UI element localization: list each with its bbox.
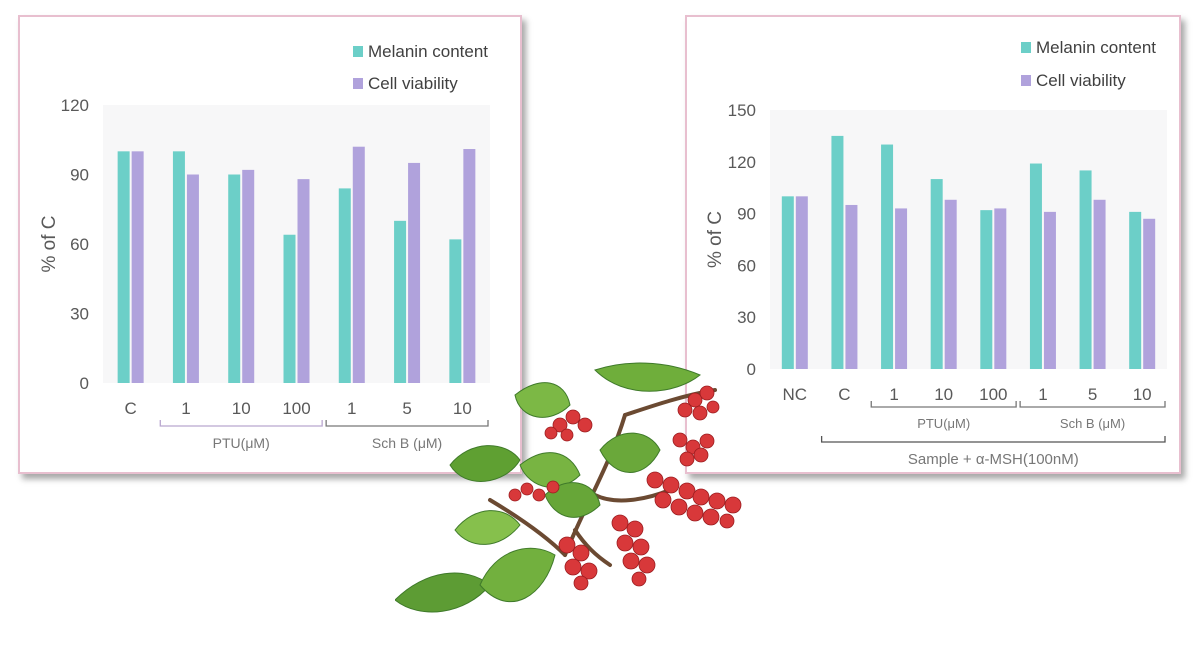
group-bracket-label: Sch B (μM)	[372, 435, 442, 451]
bar-melanin	[1129, 211, 1142, 369]
x-tick-label: 10	[1133, 385, 1152, 404]
y-tick-label: 90	[70, 166, 89, 185]
x-tick-label: C	[125, 399, 137, 418]
legend-label-viability: Cell viability	[368, 74, 458, 93]
legend-label-viability: Cell viability	[1036, 71, 1126, 90]
bar-melanin	[394, 220, 407, 383]
x-tick-label: 5	[1088, 385, 1097, 404]
y-tick-label: 120	[728, 153, 756, 172]
bar-viability	[131, 151, 144, 383]
y-tick-label: 30	[737, 308, 756, 327]
bar-viability	[408, 162, 421, 383]
bar-viability	[1043, 211, 1056, 369]
bar-viability	[242, 169, 255, 383]
sample-bracket-label: Sample + α-MSH(100nM)	[908, 451, 1079, 468]
legend-swatch-viability	[353, 78, 363, 89]
bar-melanin	[881, 144, 894, 369]
schisandra-berries-image	[395, 362, 742, 613]
bar-melanin	[283, 234, 296, 383]
x-tick-label: 10	[934, 385, 953, 404]
y-tick-label: 90	[737, 205, 756, 224]
bar-chart-right: 0 30 60 90 120 150 % of C NC C 1 10 100 1 5 10 PTU(μM) S…	[705, 38, 1167, 468]
group-bracket	[159, 420, 323, 427]
sample-bracket	[820, 436, 1166, 443]
melanin-chart-panel-right: 0 30 60 90 120 150 % of C NC C 1 10 100 1 5 10 PTU(μM) S…	[685, 15, 1181, 474]
plot-area	[770, 110, 1167, 369]
y-axis-label: % of C	[39, 215, 60, 272]
red-berry-clusters	[508, 385, 742, 591]
legend-swatch-melanin	[1021, 42, 1031, 53]
x-tick-label: 10	[232, 399, 251, 418]
bar-viability	[186, 174, 199, 383]
group-bracket	[1019, 401, 1166, 408]
bar-melanin	[449, 239, 462, 383]
bar-viability	[1093, 199, 1106, 369]
x-tick-label: NC	[783, 385, 808, 404]
y-axis-label: % of C	[705, 211, 726, 268]
legend-label-melanin: Melanin content	[1036, 38, 1156, 57]
bar-viability	[463, 149, 476, 383]
bar-viability	[994, 208, 1007, 369]
x-tick-label: 100	[282, 399, 310, 418]
y-tick-label: 30	[70, 305, 89, 324]
group-bracket-label: Sch B (μM)	[1060, 416, 1125, 431]
bar-viability	[352, 146, 365, 383]
bar-melanin	[1029, 163, 1042, 369]
melanin-chart-panel-left: 0 30 60 90 120 % of C C 1 10 100 1 5 10 PTU(μM) Sch B …	[18, 15, 522, 474]
bar-chart-left: 0 30 60 90 120 % of C C 1 10 100 1 5 10 PTU(μM) Sch B …	[39, 42, 490, 451]
group-bracket-label: PTU(μM)	[917, 416, 970, 431]
bar-viability	[845, 204, 858, 369]
bar-viability	[895, 208, 908, 369]
y-tick-label: 0	[747, 360, 756, 379]
group-bracket	[325, 420, 489, 427]
y-tick-label: 0	[80, 374, 89, 393]
x-tick-label: C	[838, 385, 850, 404]
bar-melanin	[172, 151, 185, 383]
x-tick-label: 1	[347, 399, 356, 418]
bar-melanin	[980, 210, 993, 369]
legend-swatch-melanin	[353, 46, 363, 57]
y-tick-label: 120	[61, 96, 89, 115]
x-tick-label: 10	[453, 399, 472, 418]
bar-viability	[944, 199, 957, 369]
x-tick-label: 1	[181, 399, 190, 418]
x-tick-label: 5	[402, 399, 411, 418]
bar-melanin	[1079, 170, 1092, 369]
plot-area	[103, 105, 490, 383]
x-tick-label: 1	[889, 385, 898, 404]
bar-melanin	[117, 151, 130, 383]
bar-viability	[795, 196, 808, 369]
y-tick-label: 60	[70, 235, 89, 254]
bar-melanin	[930, 179, 943, 369]
group-bracket-label: PTU(μM)	[213, 435, 270, 451]
x-tick-label: 1	[1038, 385, 1047, 404]
legend-swatch-viability	[1021, 75, 1031, 86]
bar-melanin	[781, 196, 794, 369]
group-bracket	[870, 401, 1017, 408]
y-tick-label: 150	[728, 101, 756, 120]
bar-viability	[1143, 218, 1156, 369]
bar-melanin	[228, 174, 241, 383]
bar-melanin	[338, 188, 351, 383]
x-tick-label: 100	[979, 385, 1007, 404]
bar-melanin	[831, 135, 844, 369]
bar-viability	[297, 179, 310, 383]
legend-label-melanin: Melanin content	[368, 42, 488, 61]
leaves	[395, 362, 701, 613]
y-tick-label: 60	[737, 256, 756, 275]
